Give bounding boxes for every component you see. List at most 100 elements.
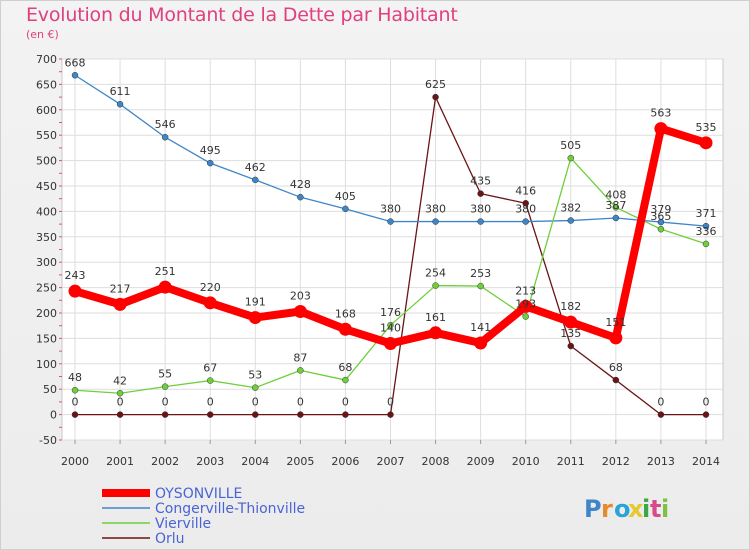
plot-area xyxy=(61,58,724,441)
data-point xyxy=(612,204,620,211)
x-tick-label: 2008 xyxy=(422,455,450,468)
chart-subtitle: (en €) xyxy=(26,28,59,41)
x-tick-label: 2012 xyxy=(602,455,630,468)
y-tick-label: 250 xyxy=(36,282,57,295)
data-label: 0 xyxy=(252,396,259,409)
logo-letter: x xyxy=(628,495,644,523)
data-label: 0 xyxy=(297,396,304,409)
y-tick-label: 650 xyxy=(36,78,57,91)
data-label: 0 xyxy=(162,396,169,409)
logo-letter: o xyxy=(614,495,631,523)
data-point xyxy=(116,411,124,418)
data-label: 428 xyxy=(290,178,311,191)
data-point xyxy=(432,282,439,289)
data-point xyxy=(252,384,259,391)
y-tick-label: 450 xyxy=(36,180,57,193)
data-label: 382 xyxy=(560,202,581,215)
data-point xyxy=(609,331,623,345)
data-label: 68 xyxy=(338,361,352,374)
data-point xyxy=(161,133,169,141)
y-tick-label: 200 xyxy=(36,307,57,320)
y-tick-label: 400 xyxy=(36,205,57,218)
data-label: 182 xyxy=(560,300,581,313)
data-point xyxy=(657,411,665,418)
data-point xyxy=(161,383,169,390)
data-point xyxy=(702,411,710,418)
legend-label: Vierville xyxy=(155,516,211,532)
data-point xyxy=(206,411,214,418)
x-tick-label: 2005 xyxy=(286,455,314,468)
data-point xyxy=(477,282,484,290)
data-point xyxy=(113,297,127,311)
data-point xyxy=(432,93,439,101)
data-label: 668 xyxy=(65,56,86,69)
data-point xyxy=(699,136,713,150)
data-point xyxy=(71,386,79,394)
data-point xyxy=(477,218,484,225)
data-label: 168 xyxy=(335,307,356,320)
data-label: 408 xyxy=(605,188,626,201)
data-point xyxy=(116,100,124,108)
data-point xyxy=(657,225,665,233)
data-point xyxy=(387,321,394,329)
data-point xyxy=(68,284,82,298)
y-tick-label: 300 xyxy=(36,256,57,269)
data-label: 217 xyxy=(110,282,131,295)
data-label: 380 xyxy=(380,203,401,216)
data-point xyxy=(342,411,349,418)
data-label: 48 xyxy=(68,371,82,384)
y-tick-label: 350 xyxy=(36,231,57,244)
data-point xyxy=(432,218,439,225)
data-point xyxy=(519,299,533,313)
x-tick-label: 2003 xyxy=(196,455,224,468)
data-point xyxy=(71,72,79,79)
y-tick-label: 550 xyxy=(36,129,57,142)
data-label: 336 xyxy=(695,225,716,238)
y-tick-label: 50 xyxy=(43,383,57,396)
data-label: 535 xyxy=(695,121,716,134)
data-label: 193 xyxy=(515,298,536,311)
series-group: 243 217 251 220 191 203 168 140 161 141 213 182 151 5… xyxy=(65,56,716,418)
data-label: 0 xyxy=(702,396,709,409)
data-label: 220 xyxy=(200,281,221,294)
data-label: 611 xyxy=(110,85,131,98)
chart-title: Evolution du Montant de la Dette par Hab… xyxy=(26,4,458,26)
y-tick-label: 700 xyxy=(36,53,57,66)
data-point xyxy=(522,313,529,320)
data-point xyxy=(564,315,578,329)
x-tick-label: 2014 xyxy=(692,455,720,468)
data-label: 161 xyxy=(425,311,446,324)
data-label: 0 xyxy=(207,396,214,409)
data-point xyxy=(567,217,575,224)
data-label: 387 xyxy=(605,199,626,212)
data-label: 135 xyxy=(560,327,581,340)
data-label: 0 xyxy=(387,396,394,409)
data-label: 435 xyxy=(470,175,491,188)
data-point xyxy=(567,342,575,350)
logo-letter: r xyxy=(601,495,613,523)
data-label: 87 xyxy=(293,351,307,364)
data-label: 254 xyxy=(425,267,446,280)
data-point xyxy=(297,367,304,374)
data-point xyxy=(203,296,217,310)
y-tick-label: 100 xyxy=(36,358,57,371)
data-point xyxy=(567,154,575,162)
data-point xyxy=(702,222,710,230)
data-point xyxy=(338,322,352,336)
data-label: 140 xyxy=(380,321,401,334)
data-label: 380 xyxy=(425,203,446,216)
data-label: 0 xyxy=(342,396,349,409)
data-label: 379 xyxy=(650,203,671,216)
data-point xyxy=(657,218,665,226)
logo-letter: P xyxy=(584,495,602,523)
data-label: 53 xyxy=(248,369,262,382)
data-label: 253 xyxy=(470,267,491,280)
x-tick-label: 2009 xyxy=(467,455,495,468)
data-label: 68 xyxy=(609,361,623,374)
data-label: 380 xyxy=(515,203,536,216)
logo-letter: t xyxy=(650,495,661,523)
data-label: 243 xyxy=(65,269,86,282)
legend-label: Congerville-Thionville xyxy=(155,501,305,517)
data-point xyxy=(71,411,79,418)
data-point xyxy=(387,218,394,225)
